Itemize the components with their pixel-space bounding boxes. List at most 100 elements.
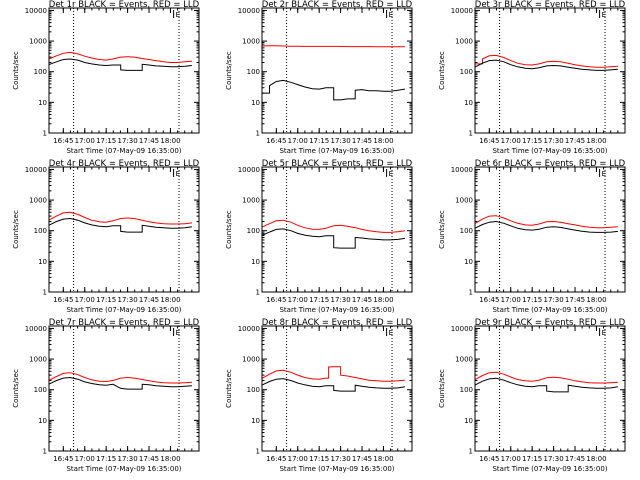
plot-frame [474, 166, 626, 293]
y-tick-label: 10 [464, 417, 473, 425]
y-axis-label: Counts/sec [12, 210, 20, 249]
x-tick-label: 17:45 [565, 296, 585, 304]
y-tick-label: 1000 [242, 38, 260, 46]
y-tick-label: 10000 [25, 7, 47, 15]
series-line-events [261, 228, 405, 249]
chart-panel-7: Det 7r BLACK = Events, RED = LLD 1 10 100 10… [12, 318, 200, 473]
y-tick-label: 10000 [451, 7, 473, 15]
x-tick-label: 17:30 [544, 137, 564, 145]
x-axis-label: Start Time (07-May-09 16:35:00) [279, 306, 394, 314]
x-tick-label: 17:15 [309, 137, 329, 145]
x-tick-label: 17:00 [288, 137, 308, 145]
plot-frame [48, 166, 200, 293]
series-line-lld [261, 219, 405, 233]
x-tick-label: 17:15 [522, 455, 542, 463]
plot-frame [48, 7, 200, 134]
chart-panel-9: Det 9r BLACK = Events, RED = LLD 1 10 100 10… [438, 318, 626, 473]
x-tick-label: 16:45 [479, 137, 499, 145]
x-tick-label: 17:15 [522, 296, 542, 304]
x-axis: 16:45 17:00 17:15 17:30 17:45 18:00 [479, 326, 619, 463]
y-tick-label: 1 [43, 130, 47, 138]
y-tick-label: 10000 [238, 166, 260, 174]
series-line-events [261, 79, 405, 101]
x-tick-label: 17:45 [565, 137, 585, 145]
x-tick-label: 17:45 [352, 455, 372, 463]
y-tick-label: 10000 [25, 325, 47, 333]
y-tick-label: 100 [34, 386, 47, 394]
y-tick-label: 100 [460, 386, 473, 394]
x-tick-label: 17:15 [522, 137, 542, 145]
y-axis-label: Counts/sec [12, 369, 20, 408]
y-tick-label: 100 [247, 227, 260, 235]
plot-frame [474, 7, 626, 134]
x-axis: 16:45 17:00 17:15 17:30 17:45 18:00 [53, 8, 193, 145]
x-tick-label: 17:00 [75, 137, 95, 145]
x-tick-label: 17:00 [75, 296, 95, 304]
x-tick-label: 16:45 [479, 455, 499, 463]
x-tick-label: 18:00 [160, 137, 180, 145]
y-axis-label: Counts/sec [225, 210, 233, 249]
x-tick-label: 18:00 [373, 137, 393, 145]
chart-panel-4: Det 4r BLACK = Events, RED = LLD 1 10 100 10… [12, 159, 200, 314]
y-tick-label: 1 [256, 130, 260, 138]
y-tick-label: 10000 [238, 7, 260, 15]
e-marker: E [389, 11, 393, 19]
y-axis-label: Counts/sec [225, 51, 233, 90]
y-tick-label: 10000 [238, 325, 260, 333]
series-line-events [48, 217, 192, 233]
chart-panel-2: Det 2r BLACK = Events, RED = LLD 1 10 100 10… [225, 0, 413, 155]
e-marker: E [389, 329, 393, 337]
x-axis: 16:45 17:00 17:15 17:30 17:45 18:00 [479, 8, 619, 145]
y-axis: 1 10 100 1000 10000 [238, 7, 412, 138]
y-axis-label: Counts/sec [438, 210, 446, 249]
y-axis-label: Counts/sec [438, 51, 446, 90]
y-axis-label: Counts/sec [225, 369, 233, 408]
x-tick-label: 17:30 [331, 296, 351, 304]
series-line-lld [261, 45, 405, 48]
y-axis-label: Counts/sec [438, 369, 446, 408]
chart-title: Det 4r BLACK = Events, RED = LLD [49, 159, 200, 169]
y-tick-label: 1000 [29, 197, 47, 205]
y-axis: 1 10 100 1000 10000 [451, 166, 625, 297]
x-tick-label: 17:45 [565, 455, 585, 463]
x-axis: 16:45 17:00 17:15 17:30 17:45 18:00 [266, 167, 406, 304]
x-tick-label: 17:00 [501, 296, 521, 304]
x-tick-label: 17:30 [118, 296, 138, 304]
x-tick-label: 18:00 [586, 137, 606, 145]
y-axis: 1 10 100 1000 10000 [25, 7, 199, 138]
x-tick-label: 17:00 [288, 455, 308, 463]
x-axis: 16:45 17:00 17:15 17:30 17:45 18:00 [53, 167, 193, 304]
e-marker: E [602, 170, 606, 178]
series-line-events [48, 376, 192, 390]
y-tick-label: 10 [251, 417, 260, 425]
y-tick-label: 10 [38, 417, 47, 425]
y-tick-label: 100 [34, 68, 47, 76]
series-line-events [474, 59, 618, 71]
x-axis-label: Start Time (07-May-09 16:35:00) [279, 465, 394, 473]
y-tick-label: 10 [38, 99, 47, 107]
x-axis-label: Start Time (07-May-09 16:35:00) [66, 306, 181, 314]
x-tick-label: 16:45 [479, 296, 499, 304]
e-marker: E [602, 329, 606, 337]
y-tick-label: 1000 [242, 356, 260, 364]
y-tick-label: 1 [256, 289, 260, 297]
x-axis-label: Start Time (07-May-09 16:35:00) [492, 306, 607, 314]
chart-panel-3: Det 3r BLACK = Events, RED = LLD 1 10 100 10… [438, 0, 626, 155]
chart-panel-1: Det 1r BLACK = Events, RED = LLD 1 10 100 10… [12, 0, 200, 155]
x-tick-label: 17:15 [96, 296, 116, 304]
x-axis-label: Start Time (07-May-09 16:35:00) [66, 465, 181, 473]
series-line-lld [474, 215, 618, 229]
chart-title: Det 3r BLACK = Events, RED = LLD [475, 0, 626, 10]
x-tick-label: 17:00 [75, 455, 95, 463]
series-line-events [474, 220, 618, 233]
y-tick-label: 100 [247, 68, 260, 76]
plot-frame [48, 325, 200, 452]
chart-title: Det 7r BLACK = Events, RED = LLD [49, 318, 200, 328]
e-marker: E [176, 170, 180, 178]
x-tick-label: 17:15 [309, 455, 329, 463]
y-tick-label: 1000 [29, 356, 47, 364]
y-tick-label: 1000 [29, 38, 47, 46]
y-tick-label: 10000 [451, 166, 473, 174]
y-tick-label: 1 [43, 448, 47, 456]
chart-title: Det 9r BLACK = Events, RED = LLD [475, 318, 626, 328]
